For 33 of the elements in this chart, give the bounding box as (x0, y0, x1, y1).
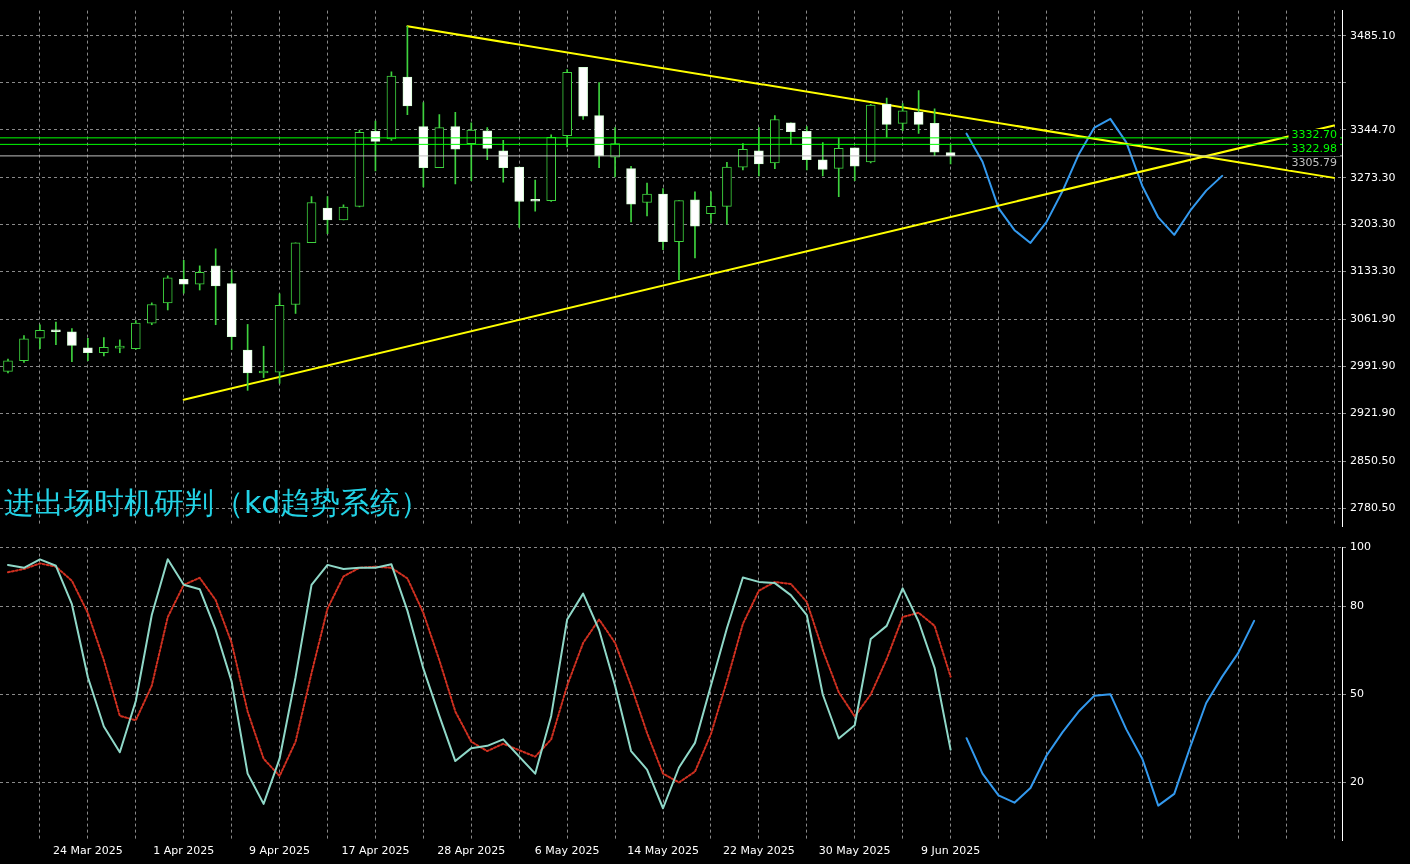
x-tick-label: 9 Apr 2025 (249, 844, 311, 858)
candlestick (210, 248, 221, 326)
y-tick-label: 2850.50 (1350, 454, 1396, 468)
candlestick (530, 179, 541, 212)
x-tick-label: 1 Apr 2025 (153, 844, 215, 858)
ref-line-label: 3332.70 (1291, 128, 1337, 142)
y-tick-label: 3273.30 (1350, 170, 1396, 184)
y-tick-label: 2991.90 (1350, 359, 1396, 373)
x-tick-label: 24 Mar 2025 (52, 844, 123, 858)
y-tick-label: 3133.30 (1350, 264, 1396, 278)
y-tick-label: 3061.90 (1350, 312, 1396, 326)
y-tick-label: 3344.70 (1350, 122, 1396, 136)
x-tick-label: 22 May 2025 (723, 844, 795, 858)
ref-line-label: 3305.79 (1291, 156, 1337, 170)
y-tick-label: 2780.50 (1350, 500, 1396, 514)
y-tick-label: 3485.10 (1350, 28, 1396, 42)
candlestick (51, 321, 61, 346)
y-tick-label: 100 (1350, 540, 1371, 554)
x-tick-label: 28 Apr 2025 (437, 844, 506, 858)
candlestick (178, 260, 189, 294)
y-tick-label: 50 (1350, 687, 1364, 701)
ref-line-label: 3322.98 (1291, 142, 1337, 156)
candlestick (114, 339, 125, 354)
y-tick-label: 3203.30 (1350, 217, 1396, 231)
x-tick-label: 17 Apr 2025 (341, 844, 410, 858)
y-tick-label: 80 (1350, 599, 1364, 613)
x-tick-label: 30 May 2025 (818, 844, 891, 858)
x-tick-label: 14 May 2025 (627, 844, 699, 858)
x-tick-label: 9 Jun 2025 (920, 844, 981, 858)
y-tick-label: 2921.90 (1350, 406, 1396, 420)
annotation: 进出场时机研判（kd趋势系统） (4, 485, 431, 521)
x-tick-label: 6 May 2025 (534, 844, 600, 858)
y-tick-label: 20 (1350, 775, 1364, 789)
